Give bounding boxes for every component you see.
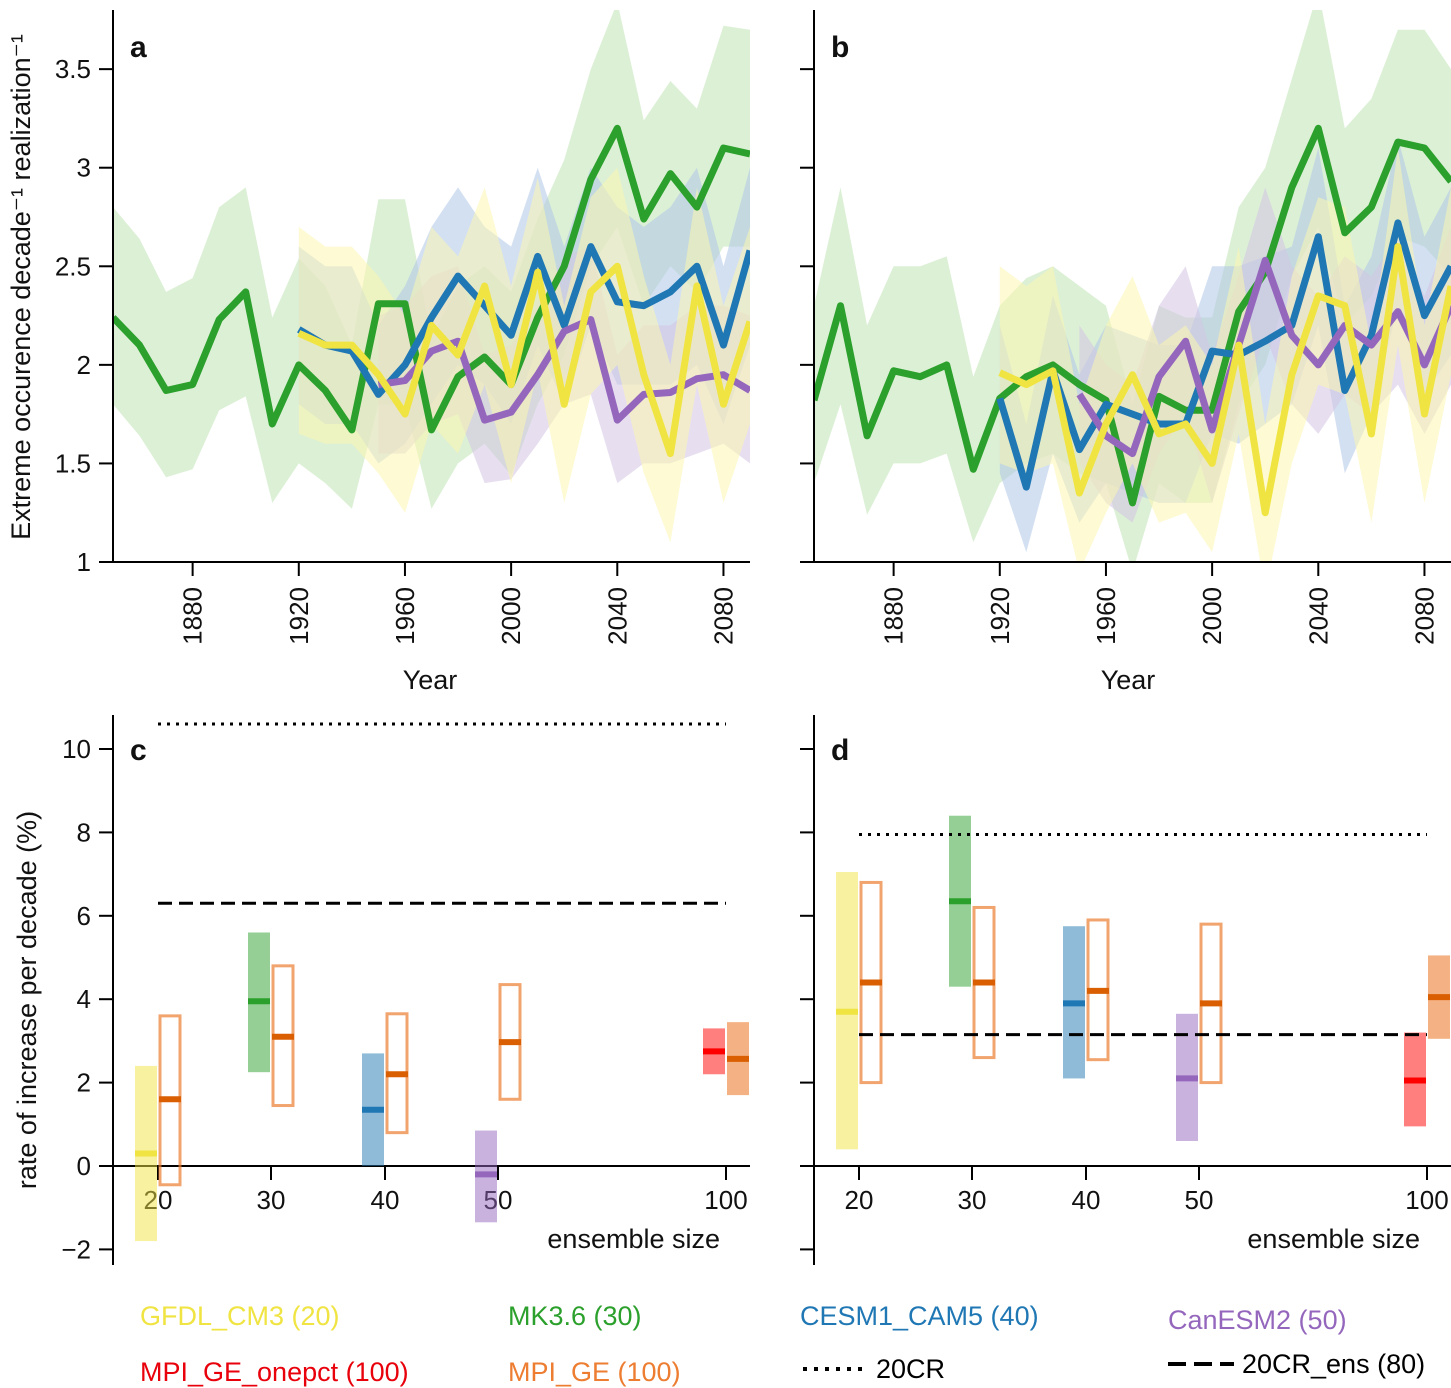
panel-b-line-green bbox=[814, 124, 1451, 507]
panel-a-xtick-label: 2040 bbox=[602, 587, 632, 645]
panel-a-ylabel: Extreme occurence decade⁻¹ realization⁻¹ bbox=[6, 34, 36, 540]
panel-c-ytick-label: 6 bbox=[77, 901, 91, 931]
panel-a-axes: 1 1.5 2 2.5 3 3.5 1880 1920 1960 2000 2040 2080 bbox=[55, 10, 750, 645]
panel-b-band-purple bbox=[1079, 187, 1451, 523]
legend-20cr-ens: 20CR_ens (80) bbox=[1242, 1349, 1425, 1379]
panel-c-ylabel: rate of increase per decade (%) bbox=[12, 811, 42, 1189]
panel-a-letter: a bbox=[130, 31, 147, 64]
panel-a: 1 1.5 2 2.5 3 3.5 1880 1920 1960 2000 2040 2080 a Y… bbox=[6, 10, 750, 695]
panel-a-ytick-label: 1 bbox=[77, 547, 91, 577]
panel-d-xlabel: ensemble size bbox=[1247, 1224, 1420, 1254]
panel-a-line-green bbox=[113, 124, 750, 434]
panel-d: 20 30 40 50 100 d ensemble size bbox=[800, 715, 1451, 1265]
panel-a-ytick-label: 2 bbox=[77, 350, 91, 380]
legend-mpi-ge: MPI_GE (100) bbox=[508, 1357, 681, 1387]
panel-d-range-boxes bbox=[836, 815, 1450, 1150]
panel-b-xtick-label: 1880 bbox=[879, 587, 909, 645]
panel-b-letter: b bbox=[831, 31, 849, 64]
panel-c-ytick-label: 4 bbox=[77, 984, 91, 1014]
panel-a-line-purple bbox=[377, 316, 750, 424]
panel-b-xtick-label: 2040 bbox=[1303, 587, 1333, 645]
panel-c-xtick-label: 40 bbox=[371, 1185, 400, 1215]
panel-a-ytick-label: 2.5 bbox=[55, 251, 91, 281]
panel-b-axes: 1880 1920 1960 2000 2040 2080 bbox=[800, 10, 1451, 645]
legend-canesm2: CanESM2 (50) bbox=[1168, 1305, 1347, 1335]
panel-d-letter: d bbox=[831, 734, 849, 767]
panel-c-ytick-label: 0 bbox=[77, 1151, 91, 1181]
panel-b-band-green bbox=[814, 10, 1451, 562]
panel-c-ytick-label: 10 bbox=[62, 734, 91, 764]
panel-a-band-green bbox=[113, 10, 750, 509]
panel-a-xtick-label: 2000 bbox=[496, 587, 526, 645]
panel-a-xlabel: Year bbox=[403, 665, 458, 695]
panel-c-range-boxes bbox=[135, 932, 749, 1242]
panel-a-ytick-label: 3.5 bbox=[55, 54, 91, 84]
panel-d-xtick-label: 20 bbox=[845, 1185, 874, 1215]
panel-a-line-yellow bbox=[297, 262, 750, 458]
panel-c-xlabel: ensemble size bbox=[547, 1224, 720, 1254]
legend-mk36: MK3.6 (30) bbox=[508, 1301, 642, 1331]
legend-mpi-ge-onepct: MPI_GE_onepct (100) bbox=[140, 1357, 409, 1387]
panel-a-xtick-label: 2080 bbox=[708, 587, 738, 645]
panel-b-xlabel: Year bbox=[1101, 665, 1156, 695]
panel-b-line-blue bbox=[996, 219, 1451, 491]
panel-b-xtick-label: 2080 bbox=[1409, 587, 1439, 645]
panel-a-series-lines bbox=[113, 124, 750, 458]
panel-b: 1880 1920 1960 2000 2040 2080 b Year bbox=[800, 10, 1451, 695]
panel-d-xtick-label: 100 bbox=[1405, 1185, 1448, 1215]
panel-a-line-blue bbox=[297, 243, 750, 398]
panel-a-xtick-label: 1880 bbox=[178, 587, 208, 645]
panel-d-axes: 20 30 40 50 100 bbox=[800, 715, 1451, 1265]
panel-a-xtick-label: 1960 bbox=[390, 587, 420, 645]
legend-cesm1-cam5: CESM1_CAM5 (40) bbox=[800, 1301, 1039, 1331]
panel-b-xtick-label: 2000 bbox=[1197, 587, 1227, 645]
panel-c-ytick-label: −2 bbox=[61, 1234, 91, 1264]
panel-c-ytick-label: 2 bbox=[77, 1068, 91, 1098]
legend-20cr: 20CR bbox=[876, 1354, 945, 1384]
panel-c-ytick-label: 8 bbox=[77, 817, 91, 847]
panel-c-reference-lines bbox=[158, 722, 726, 905]
panel-a-xtick-label: 1920 bbox=[284, 587, 314, 645]
panel-a-uncertainty-bands bbox=[113, 10, 750, 543]
panel-d-reference-lines bbox=[859, 832, 1427, 1037]
panel-c-letter: c bbox=[130, 734, 147, 767]
panel-d-xtick-label: 40 bbox=[1072, 1185, 1101, 1215]
panel-b-series-lines bbox=[814, 124, 1451, 517]
panel-c-xtick-label: 100 bbox=[704, 1185, 747, 1215]
panel-a-ytick-label: 3 bbox=[77, 153, 91, 183]
legend: GFDL_CM3 (20) MK3.6 (30) CESM1_CAM5 (40)… bbox=[140, 1301, 1425, 1387]
panel-a-ytick-label: 1.5 bbox=[55, 448, 91, 478]
panel-b-line-yellow bbox=[998, 243, 1451, 517]
panel-b-xtick-label: 1960 bbox=[1091, 587, 1121, 645]
panel-d-xtick-label: 30 bbox=[958, 1185, 987, 1215]
panel-c-xtick-label: 30 bbox=[257, 1185, 286, 1215]
panel-d-xtick-label: 50 bbox=[1185, 1185, 1214, 1215]
panel-b-xtick-label: 1920 bbox=[985, 587, 1015, 645]
legend-gfdl-cm3: GFDL_CM3 (20) bbox=[140, 1301, 340, 1331]
